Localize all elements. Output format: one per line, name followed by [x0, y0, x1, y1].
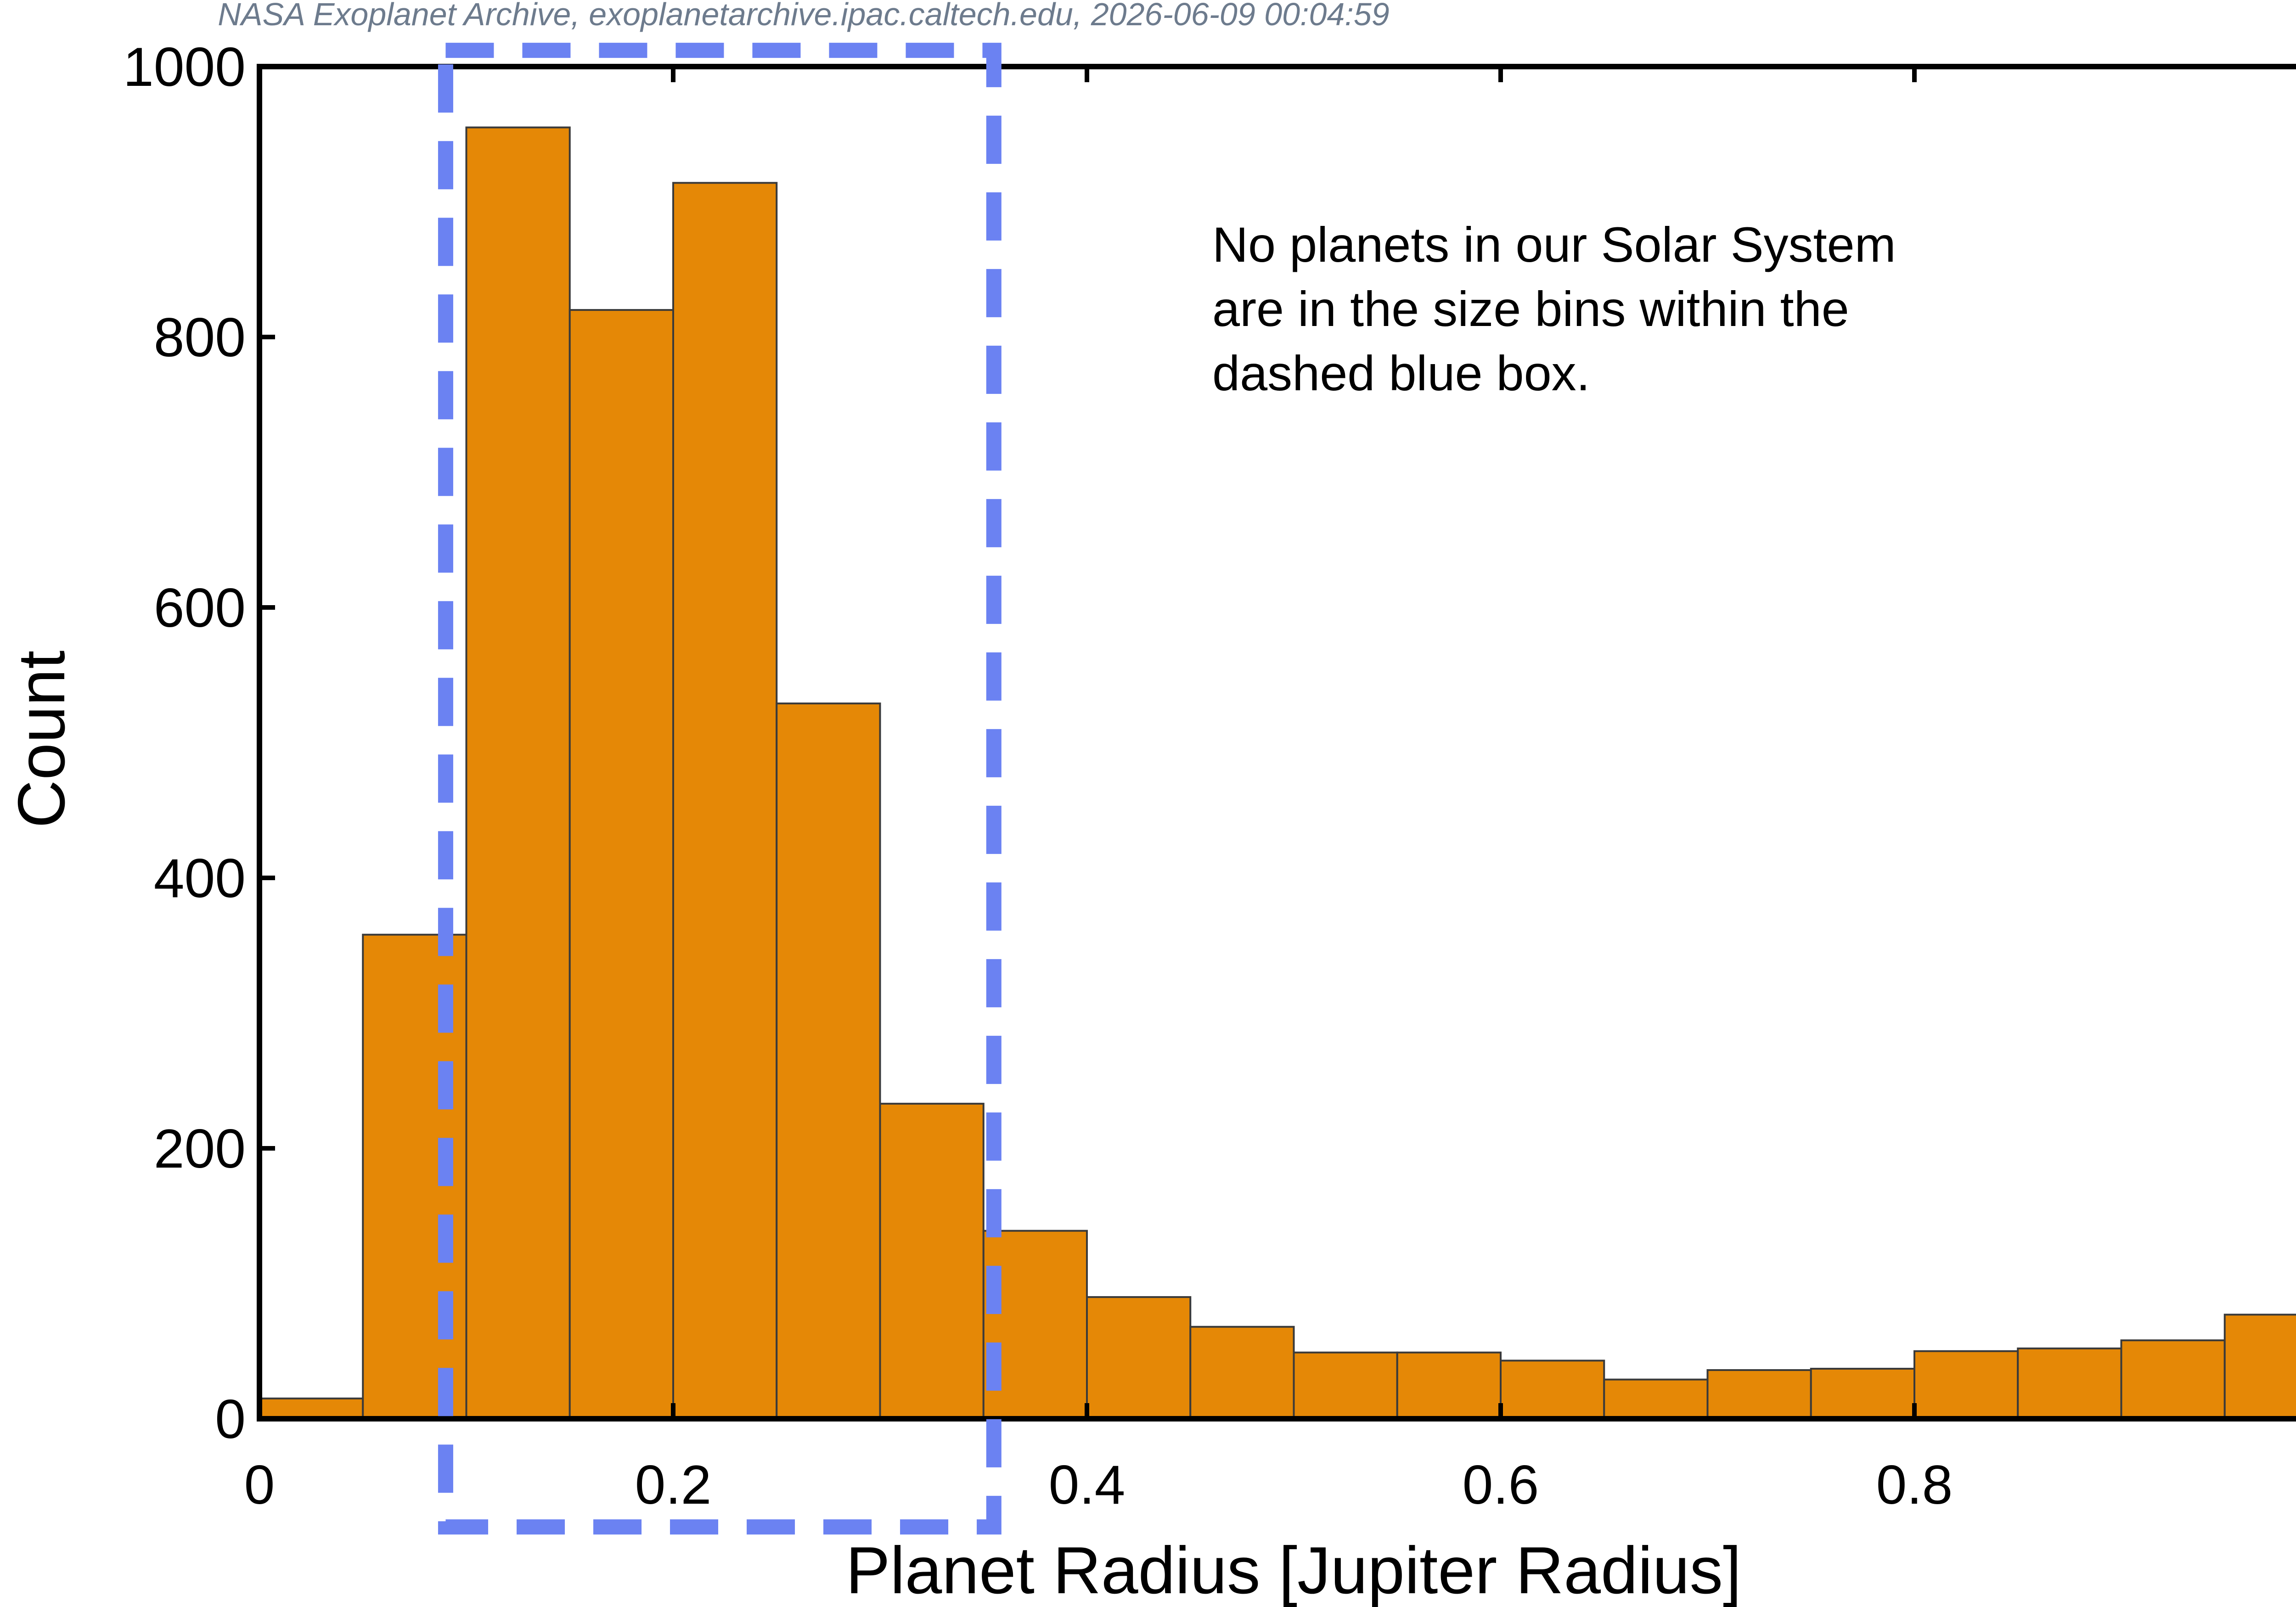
histogram-bar — [1189, 1326, 1295, 1420]
histogram-bar — [672, 182, 778, 1420]
histogram-bar — [1396, 1351, 1502, 1420]
dashed-highlight-box — [438, 43, 1002, 1535]
annotation-text: No planets in our Solar System are in the… — [1212, 217, 1896, 401]
y-tick-label: 200 — [154, 1118, 246, 1180]
histogram-bar — [776, 702, 881, 1420]
x-axis-label: Planet Radius [Jupiter Radius] — [846, 1533, 1742, 1607]
histogram-bar — [879, 1102, 985, 1420]
x-tick-label: 0.6 — [1463, 1454, 1539, 1516]
y-axis-label: Count — [4, 651, 79, 828]
histogram-bar — [1706, 1369, 1812, 1420]
x-tick-label: 0.4 — [1049, 1454, 1125, 1516]
x-tick-label: 0.2 — [635, 1454, 712, 1516]
y-tick-label: 0 — [215, 1388, 246, 1450]
plot-frame — [257, 64, 2296, 1422]
y-tick-label: 600 — [154, 577, 246, 639]
histogram-bar — [1810, 1368, 1915, 1420]
x-tick-label: 0 — [244, 1454, 275, 1516]
histogram-bar — [1603, 1378, 1709, 1420]
annotation-line: are in the size bins within the — [1212, 281, 1849, 337]
histogram-bar — [2017, 1347, 2122, 1420]
x-tick-label: 0.8 — [1876, 1454, 1953, 1516]
annotation-line: No planets in our Solar System — [1212, 217, 1896, 272]
y-tick-label: 800 — [154, 307, 246, 368]
histogram-bar — [568, 309, 674, 1420]
histogram-bar — [2120, 1339, 2226, 1420]
axis-ticks: 00.20.40.60.8102004006008001000 — [123, 36, 1953, 1516]
histogram-bar — [2223, 1314, 2296, 1420]
annotation-line: dashed blue box. — [1212, 345, 1590, 401]
histogram-bar — [1086, 1296, 1192, 1420]
histogram-bar — [1500, 1360, 1605, 1420]
histogram-bar — [259, 1397, 364, 1420]
credit-text: NASA Exoplanet Archive, exoplanetarchive… — [218, 0, 1389, 32]
y-tick-label: 400 — [154, 848, 246, 909]
histogram-bars — [259, 126, 2296, 1420]
y-tick-label: 1000 — [123, 36, 246, 98]
histogram-bar — [1913, 1350, 2019, 1420]
histogram-bar — [1293, 1351, 1398, 1420]
histogram-bar — [465, 126, 571, 1420]
